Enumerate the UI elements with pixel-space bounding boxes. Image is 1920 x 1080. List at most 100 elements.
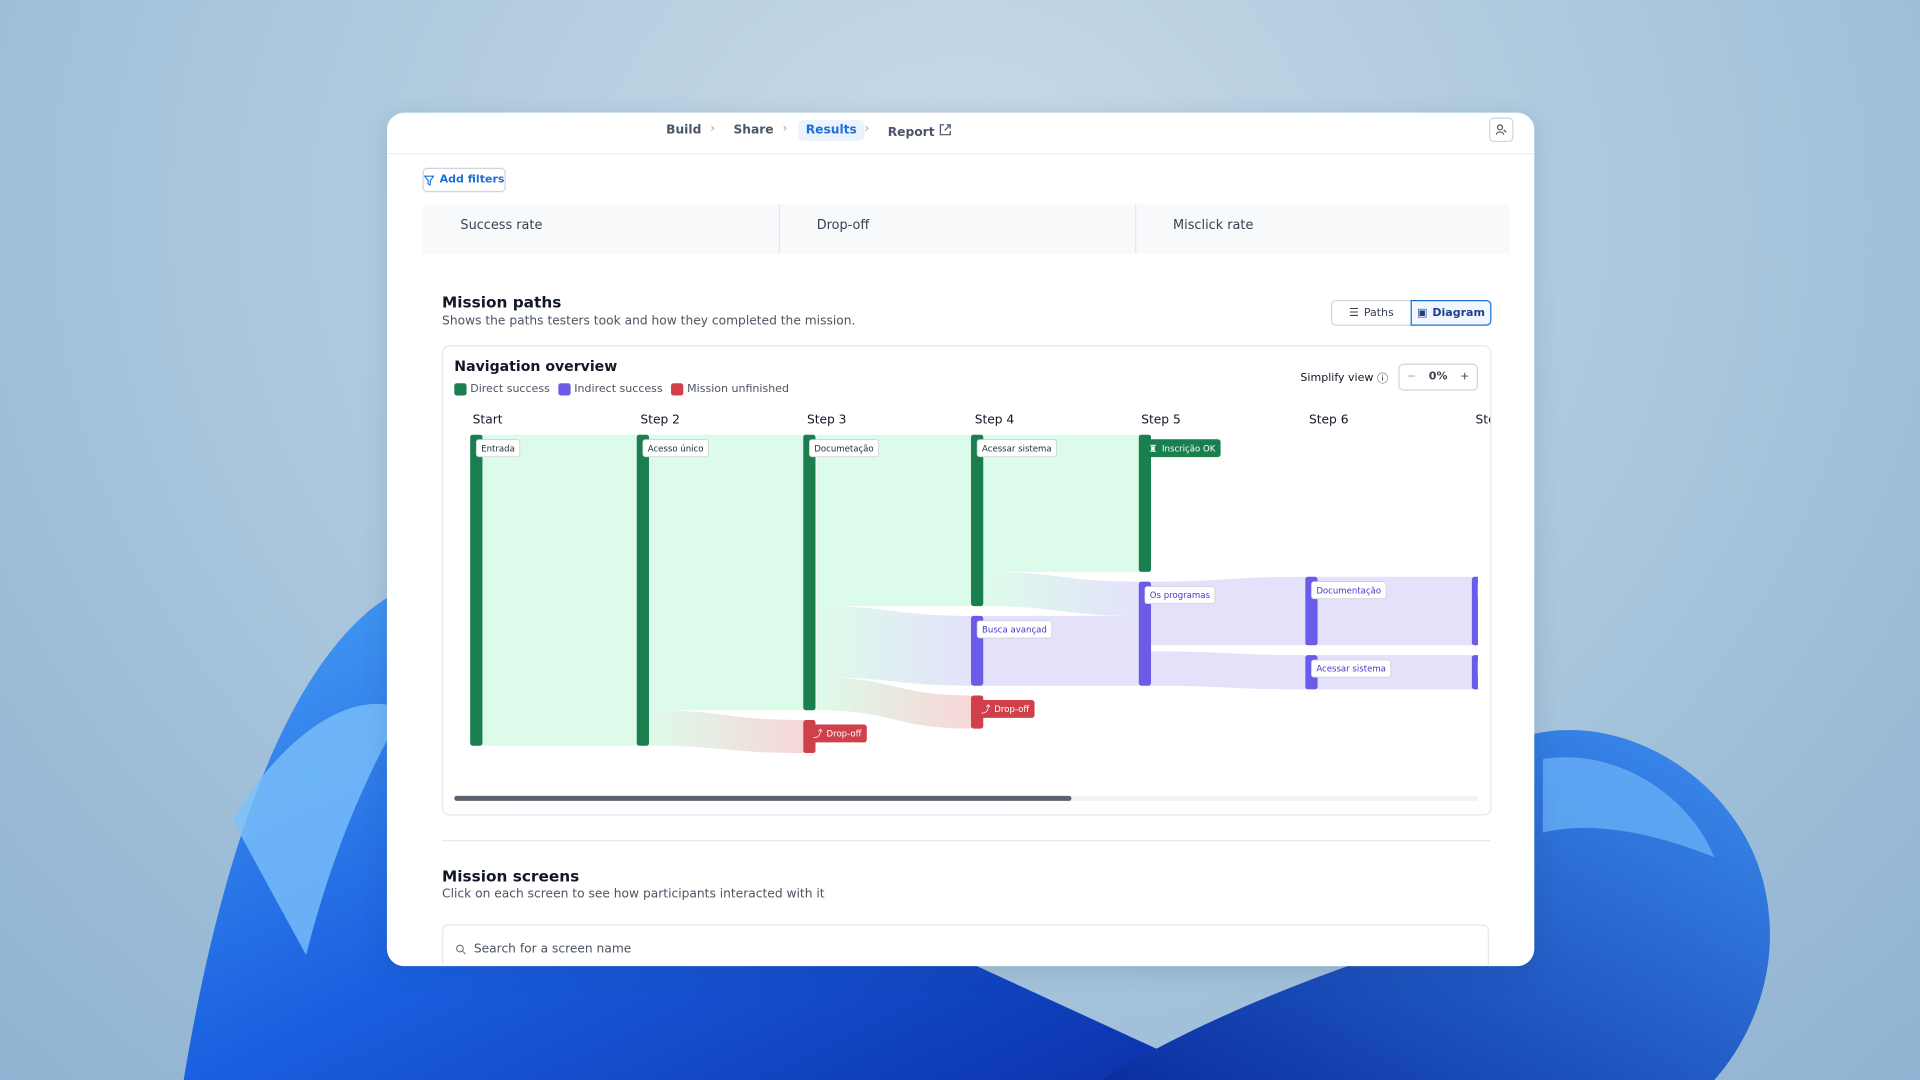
node-label-box [1144, 586, 1216, 605]
node-label-box [1477, 582, 1478, 598]
node-label: Entrada [481, 444, 515, 454]
node-label-box [809, 724, 867, 743]
navigation-diagram: Entrada Acesso único DocumetaçãoDrop-off⤴A… [454, 413, 1490, 801]
metric-divider [1135, 204, 1137, 254]
simplify-value: 0% [1428, 371, 1448, 384]
node-bar [636, 434, 649, 746]
breadcrumb[interactable]: Build [666, 123, 702, 138]
legend-swatch [671, 383, 684, 396]
breadcrumb[interactable]: Share [733, 123, 774, 138]
decrement-button[interactable]: − [1406, 371, 1417, 384]
simplify-stepper: − 0% + [1398, 363, 1478, 391]
node-label: Documentação [1316, 586, 1381, 596]
node-bar [1138, 581, 1152, 686]
step-label: Step 6 [1309, 413, 1349, 427]
header-divider [386, 153, 1535, 155]
node-label-box [1311, 581, 1387, 600]
step-label: Step 2 [640, 413, 680, 427]
legend-label: Direct success [470, 383, 550, 396]
legend-label: Indirect success [574, 383, 663, 396]
filter-icon [423, 175, 435, 186]
node-label: Acessar sistema [982, 444, 1052, 454]
simplify-label: Simplify view ⓘ [1300, 371, 1389, 386]
node-label-box [1144, 439, 1221, 458]
app-window: Build › Share › Results › Report Add fil… [386, 112, 1535, 967]
simplify-text: Simplify view [1300, 371, 1374, 384]
flow [648, 710, 804, 754]
increment-button[interactable]: + [1460, 371, 1470, 384]
add-filters-button[interactable]: Add filters [422, 167, 506, 193]
button-label: Add filters [439, 173, 505, 187]
breadcrumb[interactable]: Report [880, 120, 958, 143]
node-label: Documetação [814, 444, 873, 454]
flow [648, 434, 804, 711]
step-label: Step 3 [807, 413, 847, 427]
step-label: Start [473, 413, 503, 427]
chevron: › [782, 122, 788, 136]
node-label-box [809, 439, 879, 458]
metric-label: Drop-off [816, 217, 870, 233]
node-label-box [976, 700, 1035, 718]
account-button[interactable] [1488, 117, 1514, 143]
section-title: Mission screens [442, 866, 580, 886]
node-label-box [1311, 659, 1392, 678]
diagram-title: Navigation overview [454, 357, 618, 375]
toggle-label: Diagram [1432, 306, 1485, 319]
node-bar [1138, 434, 1152, 572]
section-subtitle: Shows the paths testers took and how the… [442, 314, 856, 329]
node-bar [1471, 576, 1478, 646]
flow [816, 606, 972, 686]
user-icon [1495, 124, 1507, 135]
node-label: Acessar sistema [1316, 665, 1386, 675]
metric-label: Success rate [460, 217, 543, 233]
node-icon: ⤴ [813, 727, 823, 740]
node-label-box [976, 620, 1053, 639]
section-subtitle: Click on each screen to see how particip… [442, 887, 825, 902]
paths-toggle[interactable]: ☰ Paths [1331, 300, 1412, 326]
node-bar [971, 434, 984, 607]
node-label-box [475, 439, 521, 458]
node-label: Os programas [1150, 591, 1211, 601]
node-icon: ♜ [1149, 444, 1158, 455]
node-label: Busca avançad [982, 626, 1047, 636]
node-bar [803, 434, 816, 711]
breadcrumb-label: Report [887, 126, 935, 140]
chevron: › [864, 122, 870, 136]
metric-label: Misclick rate [1173, 217, 1254, 233]
step-label: Step 5 [1141, 413, 1181, 427]
search-placeholder: Search for a screen name [473, 942, 632, 956]
swirl [1542, 757, 1715, 858]
legend: Direct success Indirect success Mission … [454, 383, 789, 396]
screen-search[interactable]: Search for a screen name [442, 924, 1489, 967]
metrics-panel [422, 204, 1510, 254]
external-icon [939, 124, 951, 136]
legend-swatch [454, 383, 467, 396]
node-label-box [976, 439, 1057, 458]
legend-swatch [558, 383, 571, 396]
legend-label: Mission unfinished [687, 383, 789, 396]
flow [482, 434, 637, 746]
node-bar [470, 434, 483, 746]
swirl [232, 703, 405, 956]
section-divider [442, 840, 1491, 842]
node-label: Acesso único [648, 444, 704, 454]
node-label-box [642, 439, 709, 458]
scroll-thumb[interactable] [454, 795, 1072, 801]
node-icon: ⤴ [981, 703, 991, 716]
chevron: › [710, 122, 716, 136]
node-label-box [1477, 661, 1478, 677]
toggle-label: Paths [1363, 306, 1394, 319]
step-label: Step 4 [975, 413, 1015, 427]
diagram-toggle[interactable]: ▣ Diagram [1410, 300, 1492, 326]
diagram-content: Entrada Acesso único DocumetaçãoDrop-off⤴A… [470, 434, 1478, 754]
node-label: Drop-off [994, 705, 1030, 715]
node-bar [1471, 655, 1478, 690]
breadcrumb-active[interactable]: Results [798, 120, 865, 141]
flow [983, 571, 1139, 616]
flow [816, 434, 972, 607]
search-icon [456, 944, 466, 954]
diagram-card [442, 345, 1492, 816]
